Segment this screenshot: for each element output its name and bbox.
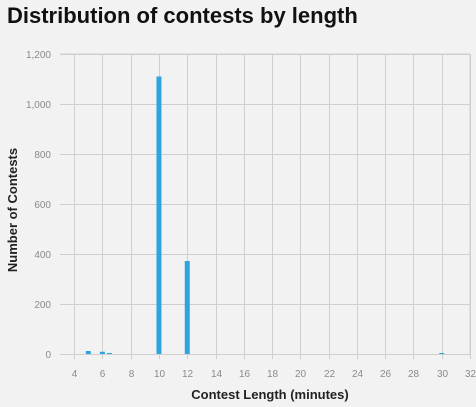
x-tick-label: 16 xyxy=(239,369,251,380)
y-tick-label: 800 xyxy=(34,150,51,161)
grid xyxy=(60,53,471,359)
x-tick-label: 18 xyxy=(267,369,279,380)
y-tick-label: 400 xyxy=(34,250,51,261)
x-tick-label: 6 xyxy=(100,369,106,380)
x-tick-label: 20 xyxy=(295,369,307,380)
x-tick-label: 10 xyxy=(154,369,166,380)
x-axis-ticks: 4 6 8 10 12 14 16 18 20 22 24 26 28 30 32 xyxy=(72,369,476,380)
x-tick-label: 22 xyxy=(324,369,336,380)
x-tick-label: 28 xyxy=(408,369,420,380)
x-tick-label: 4 xyxy=(72,369,78,380)
bar[interactable] xyxy=(99,351,105,354)
bar[interactable] xyxy=(184,261,190,354)
chart-title: Distribution of contests by length xyxy=(7,3,358,28)
x-tick-label: 24 xyxy=(352,369,364,380)
bars xyxy=(85,76,445,355)
y-tick-label: 1,200 xyxy=(26,50,51,61)
x-axis-label: Contest Length (minutes) xyxy=(191,387,348,402)
y-tick-label: 0 xyxy=(45,350,51,361)
bar[interactable] xyxy=(106,353,112,354)
bar[interactable] xyxy=(439,353,445,354)
x-tick-label: 30 xyxy=(437,369,449,380)
x-tick-label: 12 xyxy=(182,369,194,380)
x-tick-label: 8 xyxy=(129,369,135,380)
x-tick-label: 26 xyxy=(380,369,392,380)
x-tick-label: 14 xyxy=(211,369,223,380)
x-tick-label: 32 xyxy=(465,369,476,380)
bar[interactable] xyxy=(85,351,91,354)
y-axis-label: Number of Contests xyxy=(5,148,20,272)
bar[interactable] xyxy=(156,76,162,355)
y-tick-label: 1,000 xyxy=(26,100,51,111)
y-axis-ticks: 0 200 400 600 800 1,000 1,200 xyxy=(26,50,51,361)
y-tick-label: 600 xyxy=(34,200,51,211)
y-tick-label: 200 xyxy=(34,300,51,311)
